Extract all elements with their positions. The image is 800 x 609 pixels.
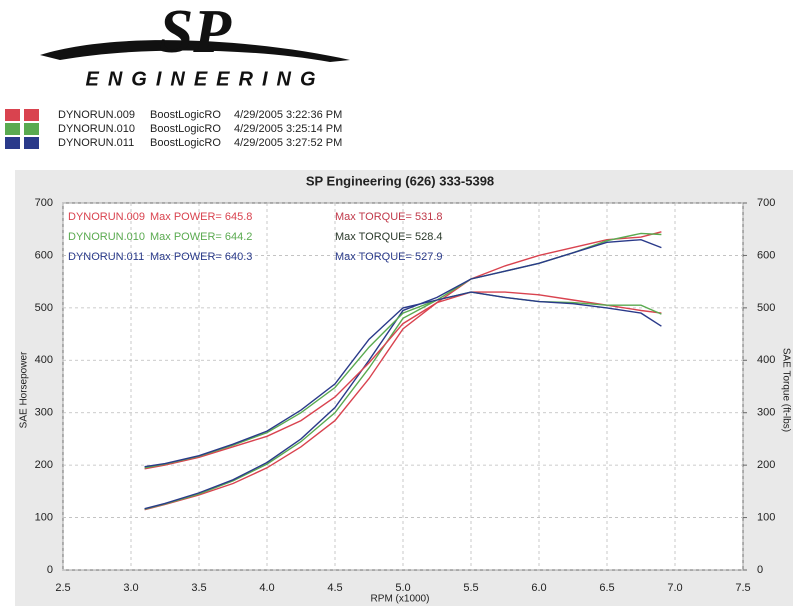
series-line — [144, 291, 662, 469]
x-tick-label: 5.5 — [463, 582, 478, 594]
x-tick-label: 7.5 — [735, 582, 750, 594]
y-axis-label: SAE Horsepower — [19, 351, 30, 428]
annotation-torque: Max TORQUE= 531.8 — [335, 211, 443, 223]
annotation-power: Max POWER= 640.3 — [150, 251, 252, 263]
x-tick-label: 3.0 — [123, 582, 138, 594]
y2-axis-label: SAE Torque (ft-lbs) — [780, 348, 791, 432]
y-tick-label: 400 — [35, 354, 53, 366]
y2-tick-label: 600 — [757, 249, 775, 261]
series-line — [144, 291, 662, 468]
series-line — [144, 291, 662, 470]
y-tick-label: 300 — [35, 407, 53, 419]
y2-tick-label: 500 — [757, 302, 775, 314]
run-file: DYNORUN.009 — [58, 109, 135, 121]
y2-tick-label: 400 — [757, 354, 775, 366]
y2-tick-label: 300 — [757, 407, 775, 419]
x-axis-label: RPM (x1000) — [371, 594, 430, 605]
y2-tick-label: 700 — [757, 197, 775, 209]
x-tick-label: 7.0 — [667, 582, 682, 594]
series-line — [144, 238, 662, 510]
run-time: 4/29/2005 3:25:14 PM — [234, 123, 342, 135]
run-swatch — [24, 109, 39, 121]
x-tick-label: 6.0 — [531, 582, 546, 594]
x-tick-label: 5.0 — [395, 582, 410, 594]
y-tick-label: 600 — [35, 249, 53, 261]
y-tick-label: 0 — [47, 564, 53, 576]
annotation-run: DYNORUN.011 — [68, 251, 144, 263]
y-tick-label: 200 — [35, 459, 53, 471]
run-swatch — [24, 137, 39, 149]
series-line — [144, 231, 662, 511]
x-tick-label: 4.0 — [259, 582, 274, 594]
run-time: 4/29/2005 3:27:52 PM — [234, 137, 342, 149]
y-tick-label: 700 — [35, 197, 53, 209]
chart-title: SP Engineering (626) 333-5398 — [306, 173, 494, 188]
y2-tick-label: 0 — [757, 564, 763, 576]
run-file: DYNORUN.010 — [58, 123, 135, 135]
run-swatch — [5, 123, 20, 135]
y-tick-label: 100 — [35, 511, 53, 523]
y2-tick-label: 100 — [757, 511, 775, 523]
logo-swoosh — [40, 40, 350, 62]
plot: 2.5 3.0 3.5 4.0 4.5 5.0 5.5 6.0 6.5 7.0 7.5 0 100 200… — [35, 197, 776, 594]
y2-tick-label: 200 — [757, 459, 775, 471]
run-swatch — [5, 109, 20, 121]
y-tick-label: 500 — [35, 302, 53, 314]
annotation-power: Max POWER= 644.2 — [150, 231, 252, 243]
x-tick-label: 4.5 — [327, 582, 342, 594]
run-swatch — [5, 137, 20, 149]
run-profile: BoostLogicRO — [150, 109, 221, 121]
annotation-torque: Max TORQUE= 528.4 — [335, 231, 443, 243]
x-tick-label: 2.5 — [55, 582, 70, 594]
run-list: DYNORUN.009 BoostLogicRO 4/29/2005 3:22:36… — [5, 109, 342, 149]
annotation-power: Max POWER= 645.8 — [150, 211, 252, 223]
annotation-run: DYNORUN.010 — [68, 231, 145, 243]
run-profile: BoostLogicRO — [150, 123, 221, 135]
run-file: DYNORUN.011 — [58, 137, 134, 149]
logo-name: ENGINEERING — [85, 68, 324, 90]
logo-mark: SP — [159, 0, 232, 66]
run-swatch — [24, 123, 39, 135]
x-tick-label: 6.5 — [599, 582, 614, 594]
x-tick-label: 3.5 — [191, 582, 206, 594]
run-profile: BoostLogicRO — [150, 137, 221, 149]
annotation-torque: Max TORQUE= 527.9 — [335, 251, 443, 263]
run-time: 4/29/2005 3:22:36 PM — [234, 109, 342, 121]
annotation-run: DYNORUN.009 — [68, 211, 145, 223]
